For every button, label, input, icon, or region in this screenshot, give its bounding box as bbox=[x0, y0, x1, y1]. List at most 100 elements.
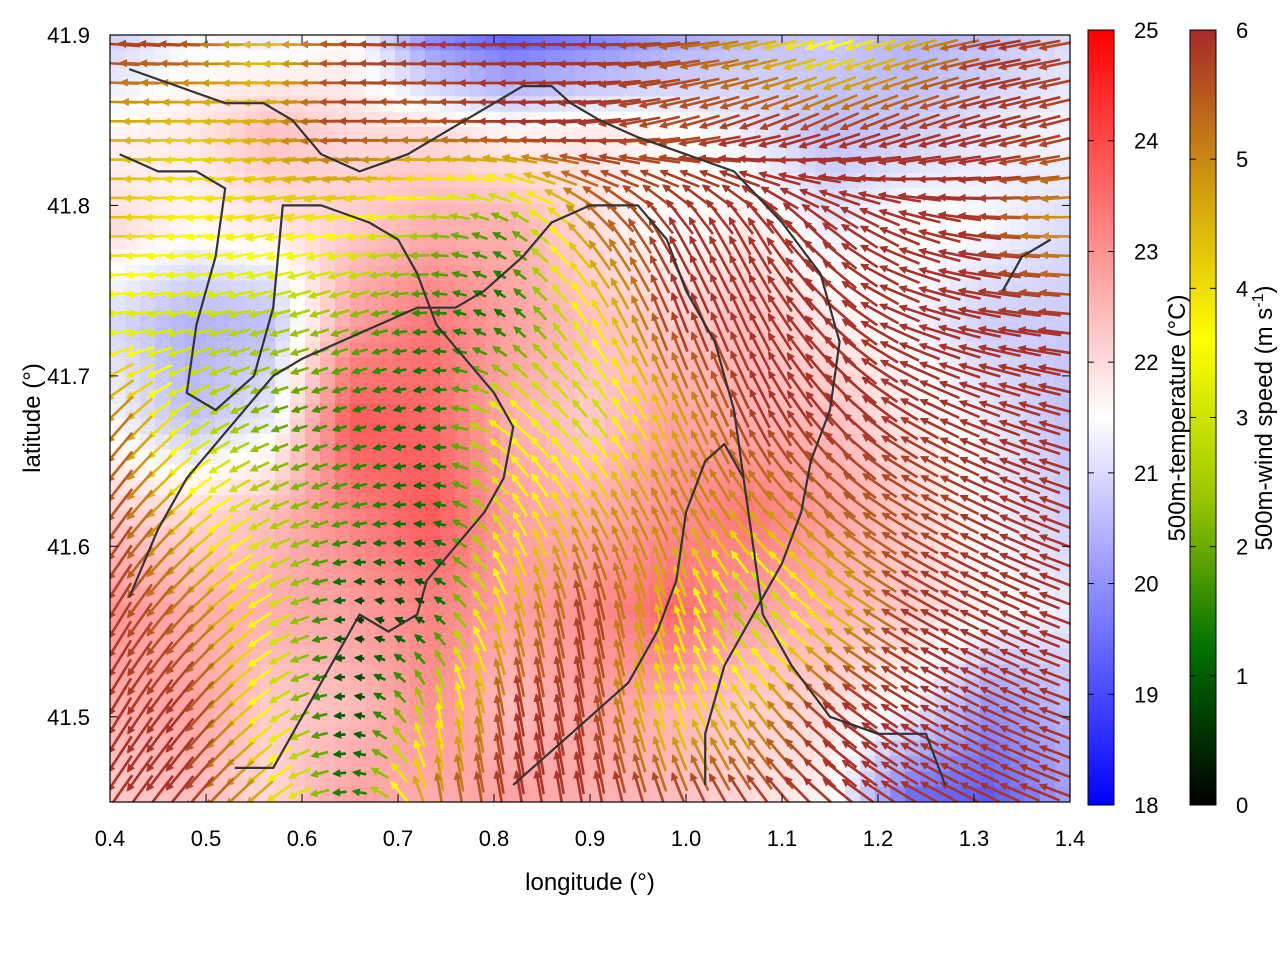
wind-arrow bbox=[409, 270, 429, 279]
temperature-cell bbox=[260, 142, 276, 159]
temperature-cell bbox=[605, 35, 621, 51]
temperature-cell bbox=[425, 35, 441, 51]
temperature-cell bbox=[395, 403, 411, 420]
temperature-cell bbox=[215, 96, 231, 113]
wind-arrow bbox=[413, 539, 426, 548]
temperature-cell bbox=[155, 96, 171, 113]
temperature-cell bbox=[215, 525, 231, 542]
temperature-cell bbox=[305, 295, 321, 312]
temperature-cell bbox=[275, 372, 291, 389]
temperature-cell bbox=[515, 311, 531, 328]
temperature-cell bbox=[350, 173, 366, 189]
temperature-cell bbox=[335, 755, 351, 772]
temperature-cell bbox=[110, 173, 126, 189]
temperature-cell bbox=[365, 709, 381, 726]
temperature-cell bbox=[380, 173, 396, 189]
temperature-cell bbox=[965, 219, 981, 236]
temperature-cell bbox=[380, 295, 396, 312]
temperature-cell bbox=[395, 372, 411, 389]
temperature-cell bbox=[455, 326, 471, 343]
temperature-cell bbox=[335, 449, 351, 466]
temperature-cell bbox=[1010, 219, 1026, 236]
temperature-cell bbox=[410, 188, 426, 205]
temperature-cell bbox=[395, 449, 411, 466]
temperature-cell bbox=[455, 142, 471, 159]
temperature-cell bbox=[1025, 142, 1041, 159]
temperature-cell bbox=[425, 142, 441, 159]
temperature-cell bbox=[395, 556, 411, 573]
temperature-cell bbox=[110, 219, 126, 236]
temperature-cell bbox=[770, 65, 786, 82]
temperature-cell bbox=[440, 403, 456, 420]
temperature-cell bbox=[380, 525, 396, 542]
wind-arrow bbox=[431, 289, 448, 298]
temperature-cell bbox=[530, 433, 546, 450]
temperature-cell bbox=[785, 280, 801, 297]
temperature-cell bbox=[455, 219, 471, 236]
temperature-cell bbox=[380, 403, 396, 420]
wind-arrow bbox=[412, 442, 426, 452]
temperature-cell bbox=[365, 679, 381, 696]
wind-arrow bbox=[429, 251, 449, 260]
temperature-cell bbox=[395, 694, 411, 711]
wind-arrow bbox=[333, 634, 346, 644]
temperature-cell bbox=[110, 188, 126, 205]
temperature-cell bbox=[230, 157, 246, 174]
temperature-cell bbox=[1055, 157, 1070, 174]
temperature-cell bbox=[455, 403, 471, 420]
wind-arrow bbox=[431, 347, 447, 356]
temperature-cell bbox=[545, 142, 561, 159]
temperature-cell bbox=[215, 65, 231, 82]
temperature-cell bbox=[560, 464, 576, 481]
temperature-cell bbox=[350, 219, 366, 236]
temperature-cell bbox=[425, 96, 441, 113]
temperature-cell bbox=[380, 633, 396, 650]
temperature-cell bbox=[110, 249, 126, 266]
temperature-cell bbox=[440, 602, 456, 619]
temperature-cell bbox=[215, 142, 231, 159]
temperature-cell bbox=[320, 449, 336, 466]
temperature-cell bbox=[140, 111, 156, 128]
temperature-cell bbox=[110, 127, 126, 143]
temperature-cell bbox=[290, 602, 306, 619]
temperature-cell bbox=[290, 173, 306, 189]
temperature-cell bbox=[290, 142, 306, 159]
temperature-cell bbox=[110, 111, 126, 128]
temperature-cell bbox=[170, 65, 186, 82]
temperature-cell bbox=[305, 81, 321, 97]
wind-arrow bbox=[430, 270, 448, 279]
temperature-cell bbox=[245, 295, 261, 312]
temperature-cell bbox=[380, 571, 396, 588]
temperature-cell bbox=[470, 219, 486, 236]
temperature-cell bbox=[515, 111, 531, 128]
temperature-cell bbox=[185, 142, 201, 159]
temperature-cell bbox=[125, 81, 141, 97]
temperature-cell bbox=[815, 311, 831, 328]
temperature-cell bbox=[365, 65, 381, 82]
temperature-cell bbox=[185, 295, 201, 312]
temperature-cell bbox=[200, 464, 216, 481]
wind-arrow bbox=[333, 692, 346, 701]
temperature-cell bbox=[560, 65, 576, 82]
temperature-cell bbox=[350, 556, 366, 573]
temperature-cell bbox=[365, 602, 381, 619]
temperature-cell bbox=[200, 219, 216, 236]
temperature-cell bbox=[395, 219, 411, 236]
temperature-cell bbox=[590, 433, 606, 450]
temperature-cell bbox=[215, 35, 231, 51]
temperature-cell bbox=[185, 65, 201, 82]
temperature-cell bbox=[545, 357, 561, 374]
wind-arrow bbox=[333, 673, 346, 682]
temperature-cell bbox=[230, 50, 246, 67]
temperature-cell bbox=[230, 81, 246, 97]
temperature-cell bbox=[1040, 249, 1056, 266]
temperature-cell bbox=[425, 525, 441, 542]
temperature-cell bbox=[425, 479, 441, 496]
wind-arrow bbox=[388, 270, 410, 280]
temperature-cell bbox=[515, 96, 531, 113]
temperature-cell bbox=[305, 403, 321, 420]
wind-arrow bbox=[431, 423, 447, 433]
temperature-cell bbox=[455, 249, 471, 266]
temperature-cell bbox=[605, 387, 621, 404]
temperature-cell bbox=[305, 219, 321, 236]
